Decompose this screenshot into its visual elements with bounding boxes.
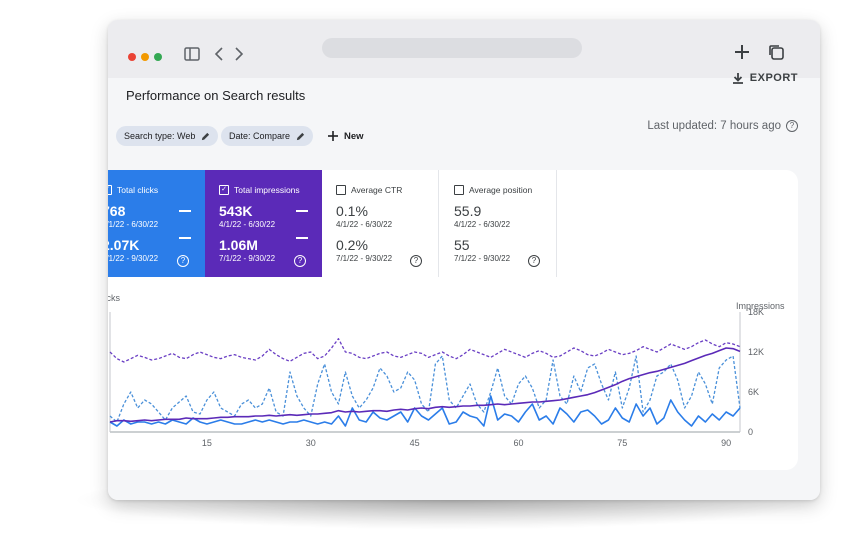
browser-window: Performance on Search results EXPORT Sea…	[108, 20, 820, 500]
metric-value-compare: 2.07K	[108, 237, 140, 253]
metric-value-compare: 55	[454, 237, 470, 253]
page-content: Performance on Search results EXPORT Sea…	[108, 72, 820, 500]
help-icon[interactable]: ?	[410, 255, 422, 267]
series-line-3	[109, 338, 741, 363]
pencil-icon	[296, 132, 305, 140]
x-tick-label: 30	[306, 438, 316, 448]
metric-label: Total impressions	[234, 185, 300, 195]
new-tab-plus-icon[interactable]	[734, 44, 750, 65]
y-right-tick-label: 0	[748, 427, 753, 437]
tabs-overview-icon[interactable]	[768, 44, 784, 65]
metric-range-compare: 7/1/22 - 9/30/22	[108, 254, 159, 263]
forward-arrow-icon[interactable]	[234, 47, 244, 66]
metric-range-compare: 7/1/22 - 9/30/22	[219, 254, 276, 263]
search-type-chip-label: Search type: Web	[124, 131, 196, 141]
metric-average-position[interactable]: Average position 55.9 4/1/22 - 6/30/22 5…	[440, 170, 557, 277]
metric-average-ctr[interactable]: Average CTR 0.1% 4/1/22 - 6/30/22 0.2% 7…	[322, 170, 439, 277]
y-right-tick-label: 18K	[748, 307, 764, 317]
metric-value-current: 543K	[219, 203, 253, 219]
metric-value-compare: 1.06M	[219, 237, 258, 253]
metric-total-clicks[interactable]: ✓ Total clicks 768 4/1/22 - 6/30/22 2.07K…	[108, 170, 205, 277]
pencil-icon	[202, 132, 210, 140]
new-filter-label: New	[344, 130, 364, 142]
metric-range-current: 4/1/22 - 6/30/22	[336, 220, 393, 229]
x-tick-label: 45	[410, 438, 420, 448]
search-type-chip[interactable]: Search type: Web	[116, 126, 219, 146]
metric-label: Average CTR	[351, 185, 403, 195]
dashed-line-legend-icon	[296, 237, 308, 239]
checkbox-checked-icon[interactable]: ✓	[108, 185, 112, 195]
checkbox-unchecked-icon[interactable]	[336, 185, 346, 195]
checkbox-checked-icon[interactable]: ✓	[219, 185, 229, 195]
address-bar[interactable]	[322, 38, 582, 58]
help-icon[interactable]: ?	[786, 120, 798, 132]
metric-label: Total clicks	[117, 185, 159, 195]
maximize-window-dot[interactable]	[154, 53, 162, 61]
y-right-axis-label: Impressions	[736, 301, 785, 311]
plus-icon	[328, 131, 338, 141]
solid-line-legend-icon	[179, 210, 191, 212]
series-line-1	[109, 355, 741, 423]
solid-line-legend-icon	[296, 210, 308, 212]
dashed-line-legend-icon	[179, 237, 191, 239]
metric-value-compare: 0.2%	[336, 237, 368, 253]
series-line-2	[109, 347, 741, 423]
x-tick-label: 90	[721, 438, 731, 448]
y-right-tick-label: 6K	[748, 387, 759, 397]
y-right-tick-label: 12K	[748, 347, 764, 357]
y-left-axis-label: Clicks	[108, 293, 120, 303]
metric-total-impressions[interactable]: ✓ Total impressions 543K 4/1/22 - 6/30/22…	[205, 170, 322, 277]
metric-value-current: 768	[108, 203, 126, 219]
date-compare-chip[interactable]: Date: Compare	[221, 126, 314, 146]
help-icon[interactable]: ?	[528, 255, 540, 267]
date-compare-chip-label: Date: Compare	[229, 131, 291, 141]
x-tick-label: 75	[617, 438, 627, 448]
series-line-0	[109, 395, 741, 427]
metric-range-current: 4/1/22 - 6/30/22	[454, 220, 511, 229]
page-title: Performance on Search results	[126, 88, 306, 103]
metric-label: Average position	[469, 185, 533, 195]
export-label: EXPORT	[749, 72, 798, 84]
sidebar-toggle-icon[interactable]	[184, 47, 200, 66]
metric-range-current: 4/1/22 - 6/30/22	[219, 220, 276, 229]
metric-value-current: 0.1%	[336, 203, 368, 219]
back-arrow-icon[interactable]	[214, 47, 224, 66]
chart-series	[109, 338, 741, 427]
close-window-dot[interactable]	[128, 53, 136, 61]
browser-titlebar	[108, 20, 820, 78]
new-filter-button[interactable]: New	[328, 126, 364, 146]
help-icon[interactable]: ?	[177, 255, 189, 267]
x-tick-label: 60	[513, 438, 523, 448]
export-button[interactable]: EXPORT	[732, 72, 798, 84]
download-icon	[732, 73, 743, 84]
metric-value-current: 55.9	[454, 203, 482, 219]
x-tick-label: 15	[202, 438, 212, 448]
help-icon[interactable]: ?	[294, 255, 306, 267]
metric-range-compare: 7/1/22 - 9/30/22	[336, 254, 393, 263]
checkbox-unchecked-icon[interactable]	[454, 185, 464, 195]
last-updated: Last updated: 7 hours ago ?	[647, 120, 798, 132]
metric-range-compare: 7/1/22 - 9/30/22	[454, 254, 511, 263]
minimize-window-dot[interactable]	[141, 53, 149, 61]
last-updated-text: Last updated: 7 hours ago	[647, 120, 781, 132]
metric-range-current: 4/1/22 - 6/30/22	[108, 220, 159, 229]
